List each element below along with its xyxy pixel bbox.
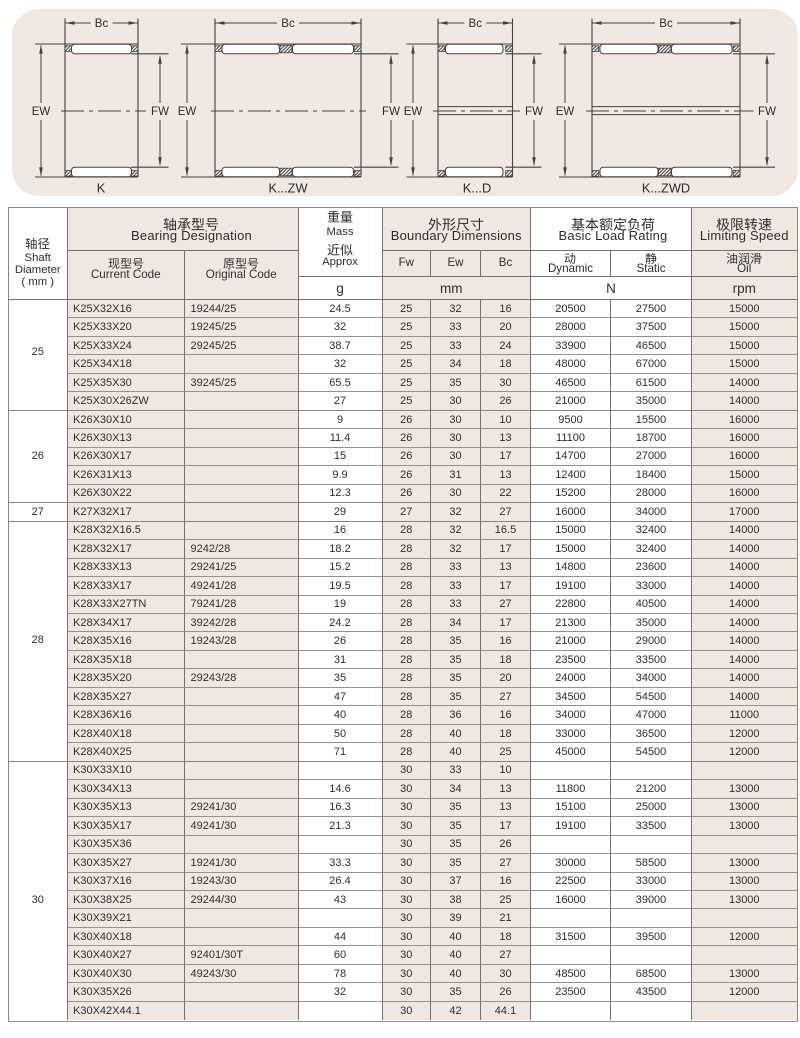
svg-text:Bc: Bc <box>469 18 483 30</box>
svg-text:Bc: Bc <box>659 18 673 30</box>
svg-text:K...ZW: K...ZW <box>268 181 308 196</box>
svg-text:Bc: Bc <box>95 18 109 30</box>
svg-text:EW: EW <box>178 106 197 118</box>
svg-text:FW: FW <box>525 106 543 118</box>
svg-text:EW: EW <box>404 106 423 118</box>
svg-text:EW: EW <box>32 106 51 118</box>
svg-text:EW: EW <box>556 106 575 118</box>
svg-text:K...D: K...D <box>463 181 491 196</box>
svg-text:FW: FW <box>758 106 776 118</box>
svg-text:Bc: Bc <box>281 18 295 30</box>
svg-text:FW: FW <box>151 106 169 118</box>
svg-text:K...ZWD: K...ZWD <box>642 181 690 196</box>
svg-text:K: K <box>97 181 106 196</box>
svg-text:FW: FW <box>382 106 400 118</box>
